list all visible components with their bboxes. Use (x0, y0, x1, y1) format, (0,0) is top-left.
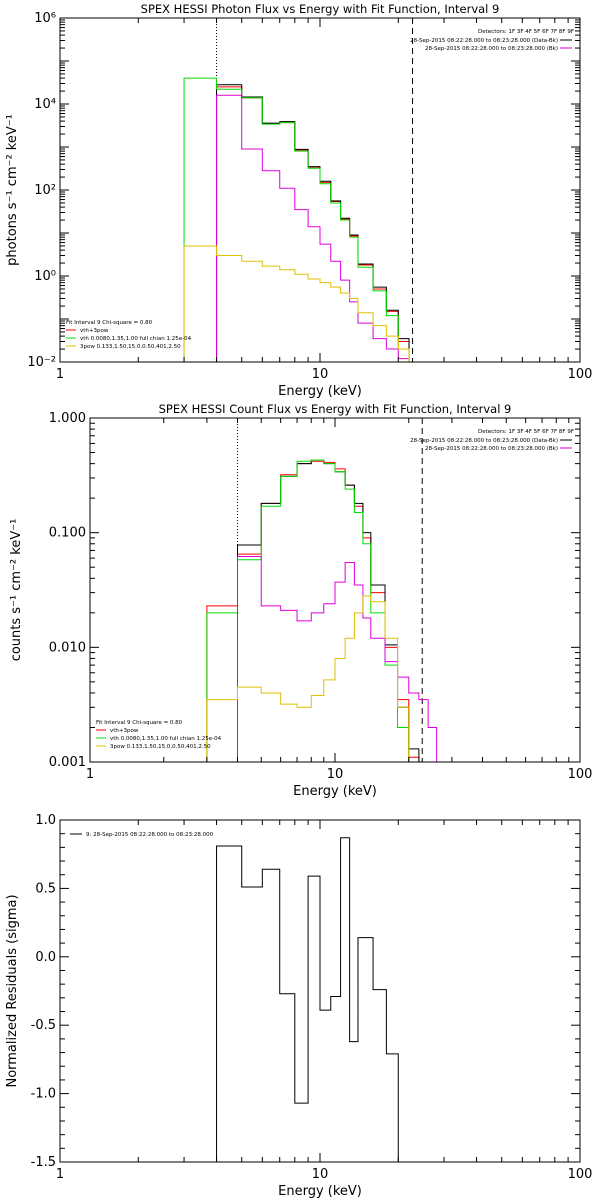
series-line-1 (216, 837, 413, 1162)
legend-entry: 3pow 0.133,1.50,15.0,0.50,401,2.50 (80, 344, 181, 350)
series-line-3 (183, 77, 410, 362)
detectors-label: Detectors: 1F 3F 4F 5F 6F 7F 8F 9F (478, 429, 574, 435)
y-tick-label: 10⁶ (34, 11, 56, 26)
series-line-2 (216, 84, 410, 362)
x-axis-label: Energy (keV) (278, 1184, 362, 1199)
time-interval-label: 28-Sep-2015 08:22:28.000 to 08:23:28.000… (410, 38, 558, 44)
x-tick-label: 10 (312, 367, 329, 382)
time-interval-label: 28-Sep-2015 08:22:28.000 to 08:23:28.000… (425, 446, 558, 452)
plot-area (183, 18, 414, 362)
x-tick-label: 10 (312, 1167, 329, 1182)
x-axis-label: Energy (keV) (278, 384, 362, 399)
y-axis-label: photons s⁻¹ cm⁻² keV⁻¹ (5, 114, 20, 266)
y-axis-label: counts s⁻¹ cm⁻² keV⁻¹ (9, 519, 24, 662)
y-tick-label: 10² (34, 183, 56, 198)
y-tick-label: 0.100 (49, 526, 86, 541)
y-tick-label: -0.5 (31, 1018, 56, 1033)
x-tick-label: 100 (568, 767, 593, 782)
series-line-1 (206, 460, 420, 762)
legend-entry: 9: 28-Sep-2015 08:22:28.000 to 08:23:28.… (86, 832, 214, 838)
y-tick-label: 10⁴ (34, 97, 56, 112)
y-axis-label: Normalized Residuals (sigma) (5, 894, 20, 1087)
y-tick-label: -1.0 (31, 1087, 56, 1102)
x-tick-label: 100 (568, 1167, 593, 1182)
chart-panel-3: 1 10 100 Energy (keV) -1.5 -1.0 -0.5 0.0 0.5 1.0 N… (5, 813, 592, 1199)
time-interval-label: 28-Sep-2015 08:22:28.000 to 08:23:28.000… (425, 46, 558, 52)
series-line-2 (237, 459, 437, 762)
series-line-4 (216, 94, 410, 362)
series-line-1 (216, 86, 410, 362)
legend-entry: vth 0.0080,1.35,1.00 full chian 1.25e-04 (80, 336, 192, 342)
plot-area (206, 418, 438, 762)
legend-entry: vth+3pow (110, 728, 139, 734)
legend-entry: vth 0.0080,1.35,1.00 full chian 1.25e-04 (110, 736, 222, 742)
fit-stats-label: Fit Interval 9 Chi-square = 0.80 (66, 320, 153, 326)
x-tick-label: 10 (327, 767, 344, 782)
series-line-5 (206, 595, 419, 762)
chart-title: SPEX HESSI Count Flux vs Energy with Fit… (159, 402, 512, 416)
y-tick-label: 0.001 (49, 755, 86, 770)
detectors-label: Detectors: 1F 3F 4F 5F 6F 7F 8F 9F (478, 29, 574, 35)
y-tick-label: 1.000 (49, 411, 86, 426)
legend-entry: 3pow 0.133,1.50,15.0,0.50,401,2.50 (110, 744, 211, 750)
x-tick-label: 1 (56, 1167, 64, 1182)
y-tick-label: 0.5 (35, 881, 56, 896)
fit-stats-label: Fit Interval 9 Chi-square = 0.80 (96, 720, 183, 726)
series-line-4 (237, 555, 438, 762)
plot-area (216, 837, 413, 1162)
y-tick-label: 1.0 (35, 813, 56, 828)
series-line-5 (183, 245, 410, 362)
legend-entry: vth+3pow (80, 328, 109, 334)
y-tick-label: 10⁻² (27, 355, 56, 370)
x-tick-label: 100 (568, 367, 593, 382)
chart-panel-1: SPEX HESSI Photon Flux vs Energy with Fi… (5, 2, 592, 399)
x-tick-label: 1 (56, 367, 64, 382)
time-interval-label: 28-Sep-2015 08:22:28.000 to 08:23:28.000… (410, 438, 558, 444)
chart-title: SPEX HESSI Photon Flux vs Energy with Fi… (141, 2, 500, 16)
x-tick-label: 1 (86, 767, 94, 782)
chart-panel-2: SPEX HESSI Count Flux vs Energy with Fit… (9, 402, 592, 799)
y-tick-label: -1.5 (31, 1155, 56, 1170)
y-tick-label: 10⁰ (34, 269, 56, 284)
y-tick-label: 0.0 (35, 950, 56, 965)
y-tick-label: 0.010 (49, 640, 86, 655)
x-axis-label: Energy (keV) (293, 784, 377, 799)
series-line-3 (206, 459, 419, 762)
axes-frame (59, 17, 581, 363)
